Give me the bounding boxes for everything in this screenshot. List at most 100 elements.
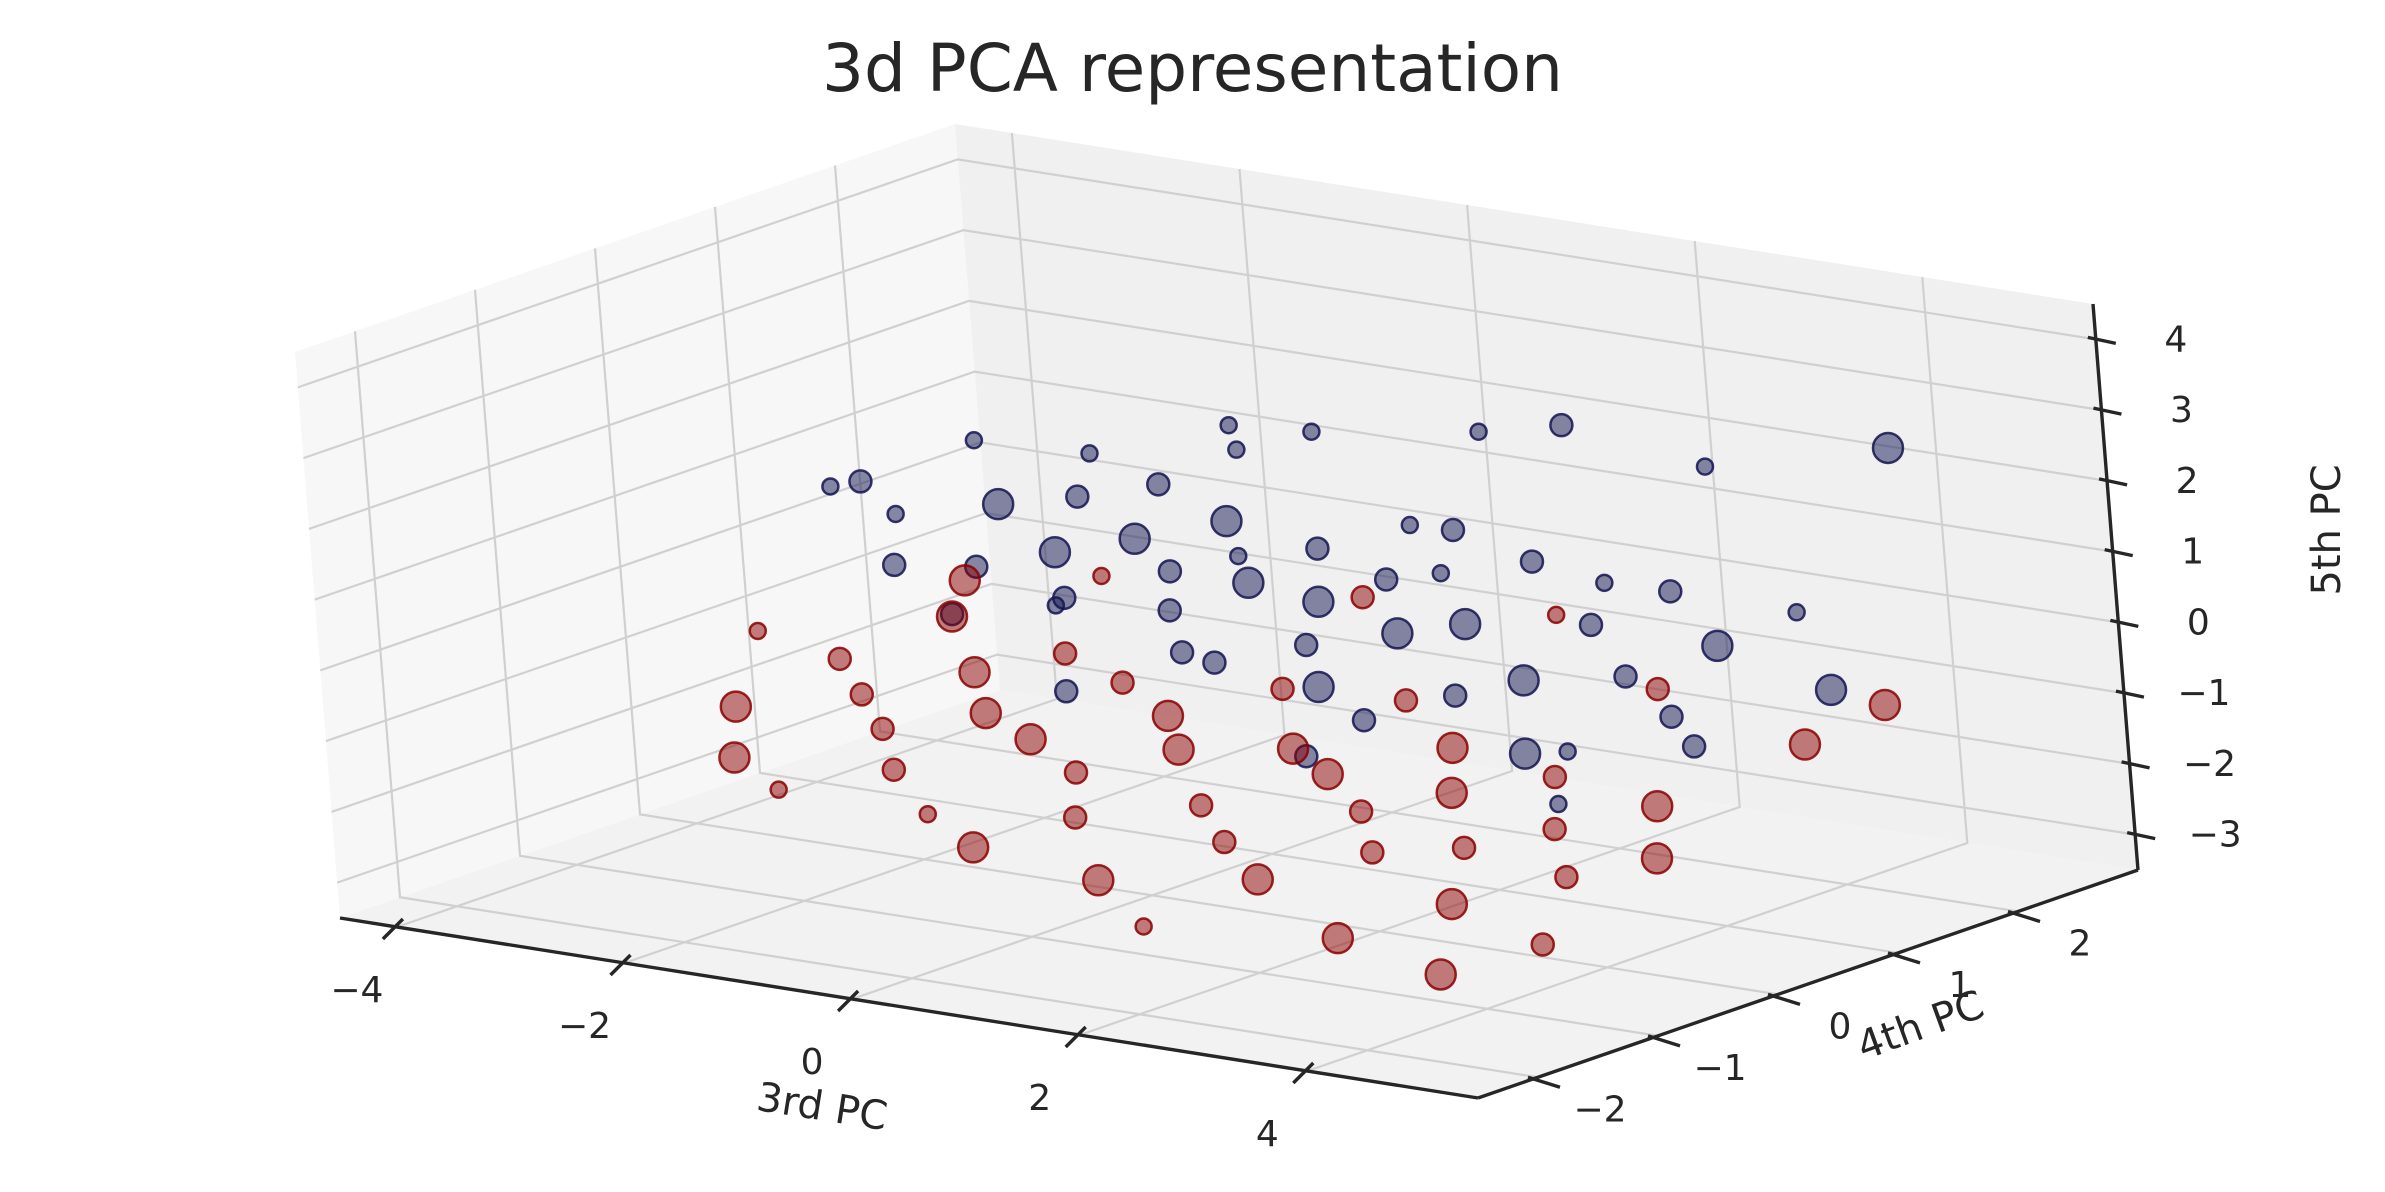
scatter-point-series-1: [1293, 632, 1319, 658]
scatter-point-series-2: [1241, 863, 1274, 896]
x-tick-label: 0: [801, 1042, 824, 1083]
scatter-point-series-1: [1442, 683, 1468, 708]
z-tick-mark: [2087, 335, 2117, 346]
y-tick-mark: [1527, 1075, 1561, 1089]
scatter-point-series-2: [948, 564, 982, 597]
scatter-point-series-1: [848, 469, 873, 494]
left-pane: [295, 124, 1000, 918]
chart-title: 3d PCA representation: [822, 30, 1563, 107]
scatter-point-series-2: [918, 804, 938, 824]
scatter-point-series-2: [769, 780, 788, 799]
scatter-point-series-1: [1227, 440, 1246, 459]
scatter-point-series-2: [956, 831, 990, 864]
scatter-point-series-2: [1212, 829, 1237, 855]
scatter-point-series-1: [1373, 567, 1399, 592]
scatter-point-series-1: [1613, 664, 1638, 689]
scatter-point-series-2: [1640, 790, 1674, 823]
scatter-point-series-2: [1393, 688, 1419, 713]
y-tick-mark: [2007, 909, 2041, 924]
scatter-point-series-2: [1348, 799, 1374, 824]
z-axis-label: 5th PC: [2304, 464, 2350, 595]
z-tick-label: 4: [2164, 319, 2187, 360]
scatter-point-series-2: [1645, 676, 1670, 702]
x-tick-label: −4: [330, 970, 383, 1011]
scatter-point-series-1: [1701, 629, 1734, 663]
scatter-point-series-2: [1435, 887, 1469, 921]
scatter-point-series-2: [1435, 776, 1468, 810]
z-gridline: [331, 582, 2130, 813]
scatter-point-series-1: [1507, 664, 1540, 697]
scatter-point-series-2: [1092, 566, 1111, 586]
scatter-point-series-1: [981, 487, 1015, 521]
scatter-point-series-1: [1302, 670, 1335, 704]
scatter-point-series-2: [1640, 842, 1674, 875]
scatter-point-series-1: [1080, 444, 1099, 463]
scatter-point-series-1: [1146, 472, 1171, 497]
x-tick-mark: [836, 989, 860, 1013]
scatter-point-series-2: [1110, 670, 1135, 695]
z-tick-mark: [2126, 830, 2156, 841]
x-axis-label: 3rd PC: [754, 1074, 891, 1140]
x-tick-mark: [609, 953, 632, 977]
scatter-point-series-1: [821, 477, 840, 496]
scatter-point-series-1: [1351, 707, 1377, 733]
y-gridline: [473, 289, 1659, 1037]
z-tick-label: 1: [2181, 532, 2204, 573]
scatter-point-series-2: [1062, 805, 1088, 830]
z-axis-line: [2091, 303, 2140, 871]
y-axis-line: [1477, 868, 2139, 1100]
scatter-point-series-1: [1400, 515, 1420, 535]
scatter-point-series-1: [1440, 517, 1466, 543]
scatter-point-series-1: [1871, 431, 1905, 465]
z-tick-label: 0: [2187, 602, 2210, 643]
scatter-point-series-1: [1659, 704, 1684, 730]
y-tick-label: −1: [1693, 1048, 1746, 1089]
z-gridline: [297, 158, 2096, 389]
scatter-point-series-1: [1065, 484, 1090, 509]
scatter-point-series-2: [1542, 816, 1567, 842]
scatter-point-series-1: [1302, 585, 1335, 619]
scatter-point-series-2: [1082, 864, 1115, 897]
z-tick-label: −3: [2189, 815, 2242, 856]
scatter-point-series-2: [1134, 917, 1153, 936]
z-tick-label: 3: [2170, 390, 2193, 431]
z-tick-label: −2: [2183, 744, 2236, 785]
z-tick-label: −1: [2177, 673, 2230, 714]
scatter-point-series-2: [958, 655, 991, 689]
y-tick-label: 0: [1829, 1006, 1852, 1047]
scatter-point-series-2: [719, 690, 753, 723]
scatter-point-series-2: [1311, 757, 1344, 791]
y-gridline: [713, 206, 1899, 954]
z-tick-mark: [2104, 547, 2134, 558]
z-tick-mark: [2121, 760, 2150, 770]
scatter-point-series-1: [1448, 607, 1482, 641]
z-gridline: [308, 299, 2108, 530]
y-tick-mark: [1887, 951, 1921, 965]
scatter-point-series-1: [1814, 673, 1848, 707]
x-tick-label: 4: [1256, 1114, 1279, 1155]
z-tick-mark: [2098, 477, 2128, 487]
z-tick-mark: [2109, 618, 2139, 629]
scatter-point-series-1: [1302, 422, 1321, 441]
scatter-point-series-2: [1542, 764, 1568, 790]
scatter-point-series-2: [1052, 641, 1078, 666]
scatter-point-series-2: [935, 600, 969, 633]
y-tick-mark: [1647, 1034, 1681, 1048]
scatter-point-series-1: [1558, 742, 1577, 761]
scatter-point-series-1: [1381, 617, 1414, 650]
y-tick-label: 1: [1949, 965, 1972, 1006]
y-tick-label: 2: [2069, 923, 2092, 964]
scatter-point-series-1: [1695, 457, 1715, 476]
scatter-point-series-2: [969, 696, 1003, 730]
scatter-point-series-2: [1451, 835, 1477, 861]
scatter-point-series-1: [1052, 585, 1077, 611]
scatter-point-series-2: [849, 682, 875, 707]
y-gridline: [353, 331, 1539, 1079]
scatter-point-series-1: [1038, 535, 1072, 569]
y-gridline: [593, 248, 1779, 996]
scatter-point-series-1: [1508, 737, 1542, 770]
scatter-point-series-1: [1157, 598, 1182, 623]
x-gridline: [1079, 240, 1741, 1037]
scatter-point-series-1: [1578, 612, 1604, 638]
scatter-point-series-2: [1162, 733, 1195, 766]
